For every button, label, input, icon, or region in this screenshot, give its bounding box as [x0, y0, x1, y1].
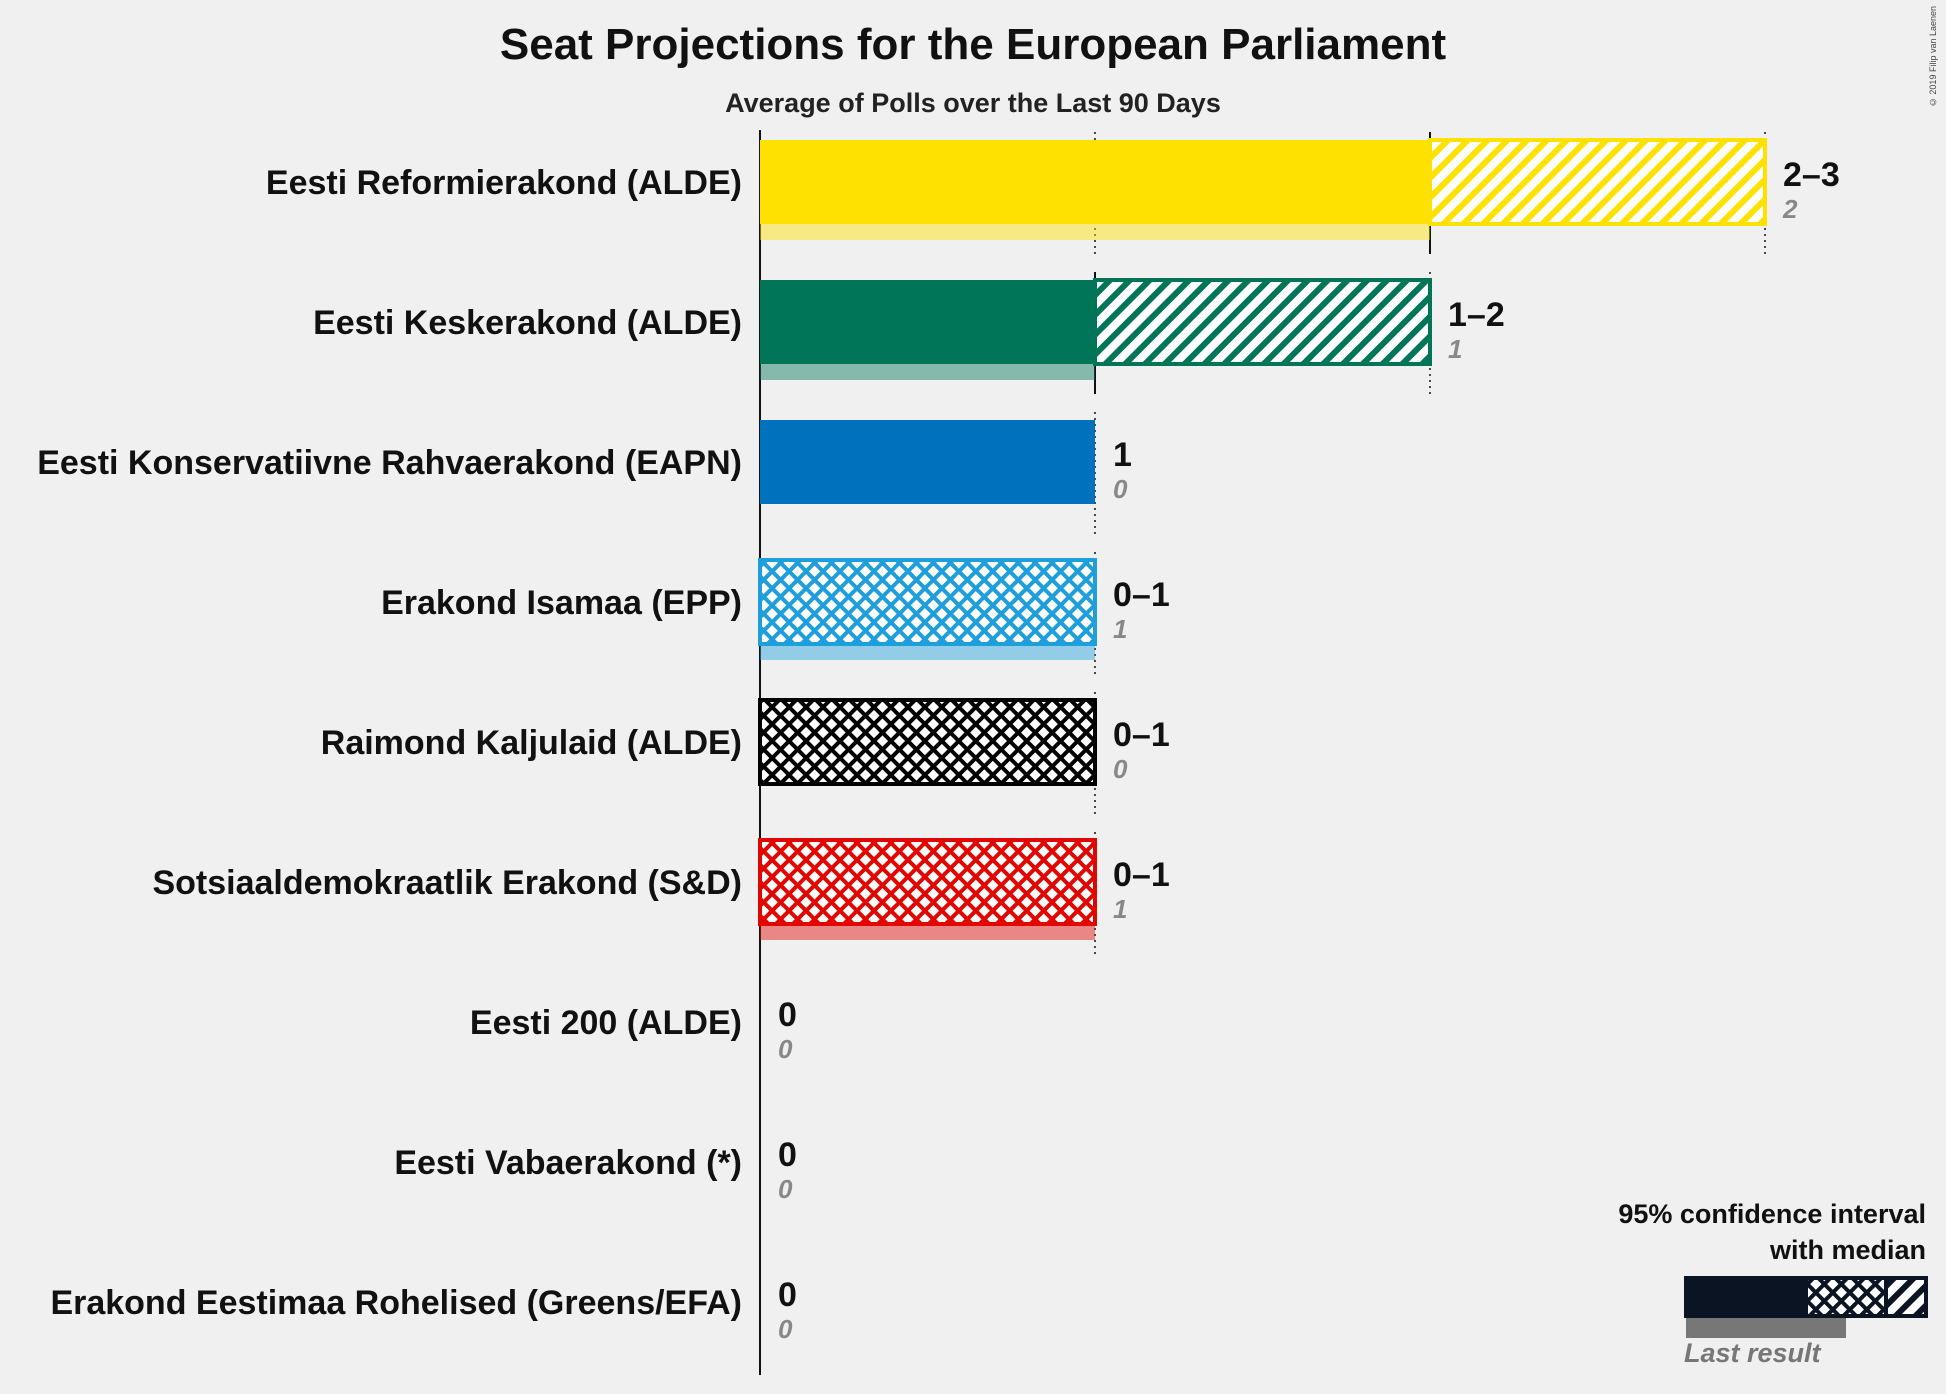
- party-1-bar-ci-upper: [1093, 278, 1432, 366]
- chart-title: Seat Projections for the European Parlia…: [499, 20, 1447, 69]
- party-0-last-label: 2: [1782, 194, 1798, 224]
- labels: Eesti Reformierakond (ALDE) 2–32 Eesti Kes…: [37, 156, 1840, 1344]
- party-3-range-label: 0–1: [1113, 576, 1170, 614]
- legend-line1: 95% confidence interval: [1618, 1199, 1926, 1229]
- party-6-last-label: 0: [778, 1034, 793, 1064]
- party-0-bar-ci-upper: [1428, 138, 1767, 226]
- party-6-range-label: 0: [778, 996, 797, 1034]
- party-3-last-label: 1: [1113, 614, 1127, 644]
- party-4-bar-ci-upper: [758, 698, 1097, 786]
- party-5-last-label: 1: [1113, 894, 1127, 924]
- chart-subtitle: Average of Polls over the Last 90 Days: [725, 88, 1221, 118]
- party-0-last-result-bar: [760, 222, 1430, 240]
- party-5-name: Sotsiaaldemokraatlik Erakond (S&D): [152, 864, 742, 902]
- legend-solid: [1684, 1276, 1806, 1318]
- party-0-name: Eesti Reformierakond (ALDE): [266, 164, 742, 202]
- legend-line2: with median: [1769, 1235, 1926, 1265]
- party-6-name: Eesti 200 (ALDE): [470, 1004, 742, 1042]
- party-0-bar-solid: [760, 140, 1430, 224]
- party-8-range-label: 0: [778, 1276, 797, 1314]
- party-7-range-label: 0: [778, 1136, 797, 1174]
- party-2-bar-solid: [760, 420, 1095, 504]
- party-7-last-label: 0: [778, 1174, 793, 1204]
- legend-last-result: Last result: [1684, 1338, 1821, 1368]
- party-1-last-label: 1: [1448, 334, 1462, 364]
- party-0-range-label: 2–3: [1783, 156, 1840, 194]
- legend-graphic: [1684, 1276, 1928, 1338]
- legend-last-bar: [1686, 1318, 1846, 1338]
- legend-cross: [1804, 1276, 1888, 1318]
- party-5-bar-ci-upper: [758, 838, 1097, 926]
- party-3-bar-ci-lower: [758, 558, 1097, 646]
- bars: [758, 138, 1767, 940]
- party-1-last-result-bar: [760, 362, 1095, 380]
- party-8-name: Erakond Eestimaa Rohelised (Greens/EFA): [50, 1284, 742, 1322]
- party-3-last-result-bar: [760, 642, 1095, 660]
- party-5-range-label: 0–1: [1113, 856, 1170, 894]
- legend-title: 95% confidence interval with median: [1618, 1196, 1926, 1268]
- party-5-last-result-bar: [760, 922, 1095, 940]
- party-1-name: Eesti Keskerakond (ALDE): [313, 304, 742, 342]
- party-4-range-label: 0–1: [1113, 716, 1170, 754]
- party-3-name: Erakond Isamaa (EPP): [381, 584, 742, 622]
- party-2-range-label: 1: [1113, 436, 1132, 474]
- party-1-bar-solid: [760, 280, 1095, 364]
- party-7-name: Eesti Vabaerakond (*): [394, 1144, 742, 1182]
- party-1-range-label: 1–2: [1448, 296, 1505, 334]
- party-4-last-label: 0: [1113, 754, 1128, 784]
- party-4-name: Raimond Kaljulaid (ALDE): [321, 724, 742, 762]
- party-8-last-label: 0: [778, 1314, 793, 1344]
- legend-diag: [1884, 1276, 1928, 1318]
- party-2-last-label: 0: [1113, 474, 1128, 504]
- party-2-name: Eesti Konservatiivne Rahvaerakond (EAPN): [37, 444, 742, 482]
